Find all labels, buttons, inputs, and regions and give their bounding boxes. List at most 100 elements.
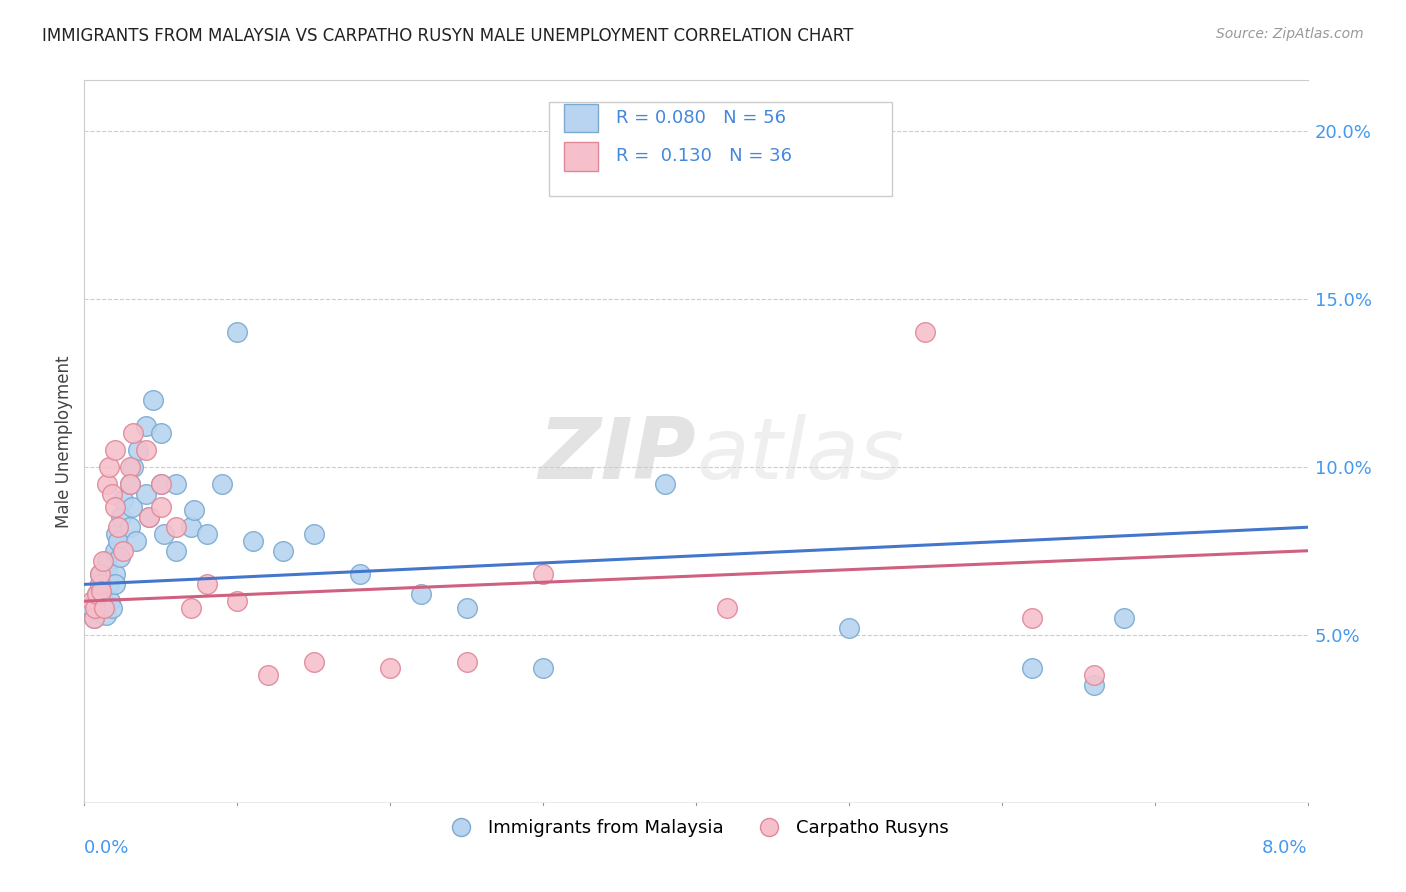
Point	[83, 611, 105, 625]
Point	[97, 577, 120, 591]
Text: Source: ZipAtlas.com: Source: ZipAtlas.com	[1216, 27, 1364, 41]
Point	[101, 600, 124, 615]
Point	[409, 587, 432, 601]
Point	[135, 486, 157, 500]
Y-axis label: Male Unemployment: Male Unemployment	[55, 355, 73, 528]
Point	[531, 567, 554, 582]
Point	[108, 550, 131, 565]
Point	[120, 459, 142, 474]
Point	[1021, 611, 1043, 625]
Point	[94, 607, 117, 622]
Point	[107, 533, 129, 548]
Point	[91, 594, 114, 608]
Point	[1083, 678, 1105, 692]
Text: 8.0%: 8.0%	[1263, 838, 1308, 857]
Point	[120, 520, 142, 534]
Text: R =  0.130   N = 36: R = 0.130 N = 36	[616, 147, 793, 165]
Point	[380, 661, 402, 675]
Point	[120, 476, 142, 491]
Point	[127, 442, 149, 457]
Point	[302, 655, 325, 669]
Point	[180, 600, 202, 615]
Point	[80, 594, 103, 608]
Point	[257, 668, 280, 682]
Point	[165, 476, 187, 491]
Point	[149, 500, 172, 514]
Point	[302, 527, 325, 541]
Point	[135, 442, 157, 457]
Point	[149, 476, 172, 491]
Point	[153, 527, 176, 541]
Point	[531, 661, 554, 675]
Point	[111, 493, 134, 508]
Text: IMMIGRANTS FROM MALAYSIA VS CARPATHO RUSYN MALE UNEMPLOYMENT CORRELATION CHART: IMMIGRANTS FROM MALAYSIA VS CARPATHO RUS…	[42, 27, 853, 45]
Text: 0.0%: 0.0%	[84, 838, 129, 857]
Point	[165, 520, 187, 534]
Point	[138, 510, 160, 524]
Point	[93, 600, 115, 615]
Point	[456, 600, 478, 615]
FancyBboxPatch shape	[564, 104, 598, 132]
Point	[349, 567, 371, 582]
Point	[89, 567, 111, 582]
Point	[716, 600, 738, 615]
Point	[91, 554, 114, 568]
Point	[96, 476, 118, 491]
Text: R = 0.080   N = 56: R = 0.080 N = 56	[616, 109, 786, 127]
Point	[104, 500, 127, 514]
Point	[121, 500, 143, 514]
FancyBboxPatch shape	[550, 102, 891, 196]
Point	[110, 510, 132, 524]
Point	[80, 600, 103, 615]
Point	[86, 587, 108, 601]
Point	[165, 543, 187, 558]
Point	[104, 543, 127, 558]
Point	[1083, 668, 1105, 682]
Point	[104, 567, 127, 582]
Point	[149, 476, 172, 491]
Point	[105, 527, 128, 541]
Point	[1114, 611, 1136, 625]
Point	[135, 419, 157, 434]
Point	[120, 476, 142, 491]
Point	[84, 600, 107, 615]
Point	[87, 604, 110, 618]
Point	[104, 442, 127, 457]
Point	[456, 655, 478, 669]
Point	[101, 486, 124, 500]
Point	[211, 476, 233, 491]
Point	[242, 533, 264, 548]
Point	[83, 611, 105, 625]
Point	[89, 577, 111, 591]
Point	[86, 587, 108, 601]
Point	[125, 533, 148, 548]
Point	[142, 392, 165, 407]
Point	[96, 560, 118, 574]
Point	[271, 543, 294, 558]
Point	[226, 326, 249, 340]
Point	[195, 577, 218, 591]
Point	[183, 503, 205, 517]
Point	[104, 577, 127, 591]
Point	[149, 426, 172, 441]
Point	[93, 600, 115, 615]
FancyBboxPatch shape	[564, 142, 598, 170]
Text: ZIP: ZIP	[538, 415, 696, 498]
Point	[89, 577, 111, 591]
Point	[138, 510, 160, 524]
Point	[914, 326, 936, 340]
Point	[84, 594, 107, 608]
Point	[107, 520, 129, 534]
Text: atlas: atlas	[696, 415, 904, 498]
Point	[90, 584, 112, 599]
Legend: Immigrants from Malaysia, Carpatho Rusyns: Immigrants from Malaysia, Carpatho Rusyn…	[436, 812, 956, 845]
Point	[195, 527, 218, 541]
Point	[654, 476, 676, 491]
Point	[89, 567, 111, 582]
Point	[111, 543, 134, 558]
Point	[97, 459, 120, 474]
Point	[180, 520, 202, 534]
Point	[122, 426, 145, 441]
Point	[122, 459, 145, 474]
Point	[838, 621, 860, 635]
